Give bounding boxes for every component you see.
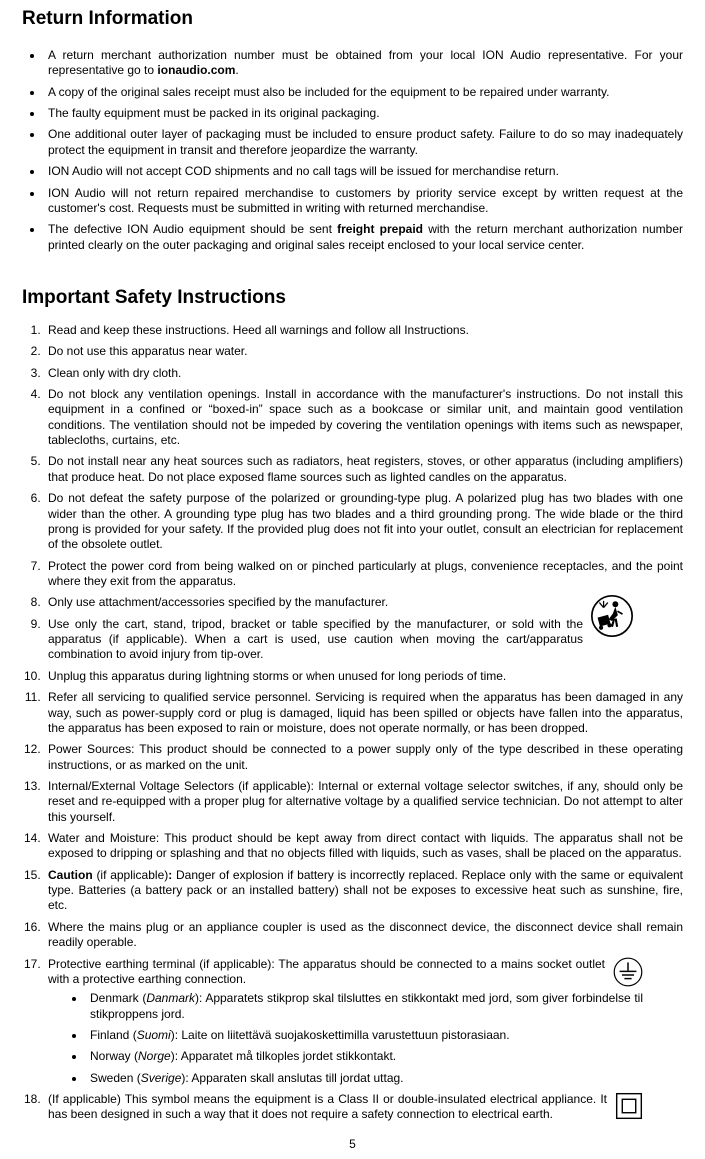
safety-item: Where the mains plug or an appliance cou… (44, 920, 683, 951)
safety-subitem: Norway (Norge): Apparatet må tilkoples j… (86, 1049, 643, 1064)
cart-icon-wrap (591, 595, 633, 641)
safety-item: Refer all servicing to qualified service… (44, 690, 683, 736)
safety-item: Unplug this apparatus during lightning s… (44, 669, 683, 684)
safety-item: Do not block any ventilation openings. I… (44, 387, 683, 448)
return-bullet: A copy of the original sales receipt mus… (44, 85, 683, 100)
return-bullet: ION Audio will not return repaired merch… (44, 186, 683, 217)
cart-tip-icon (591, 595, 633, 637)
ground-icon-wrap (613, 957, 643, 991)
safety-item: Read and keep these instructions. Heed a… (44, 323, 683, 338)
return-list: A return merchant authorization number m… (22, 48, 683, 253)
return-bullet: The faulty equipment must be packed in i… (44, 106, 683, 121)
safety-item: Clean only with dry cloth. (44, 366, 683, 381)
safety-list: Read and keep these instructions. Heed a… (22, 323, 683, 1123)
safety-subitem: Finland (Suomi): Laite on liitettävä suo… (86, 1028, 643, 1043)
safety-item: Do not use this apparatus near water. (44, 344, 683, 359)
safety-item: (If applicable) This symbol means the eq… (44, 1092, 683, 1123)
safety-sublist: Denmark (Danmark): Apparatets stikprop s… (48, 991, 643, 1086)
safety-item: Protective earthing terminal (if applica… (44, 957, 683, 1087)
return-bullet: One additional outer layer of packaging … (44, 127, 683, 158)
safety-item: Power Sources: This product should be co… (44, 742, 683, 773)
page: Return Information A return merchant aut… (0, 0, 705, 1159)
class2-icon-wrap (615, 1092, 643, 1124)
heading-return: Return Information (22, 8, 683, 30)
safety-item: Water and Moisture: This product should … (44, 831, 683, 862)
heading-safety: Important Safety Instructions (22, 287, 683, 309)
safety-item: Internal/External Voltage Selectors (if … (44, 779, 683, 825)
return-bullet: A return merchant authorization number m… (44, 48, 683, 79)
safety-item: Do not install near any heat sources suc… (44, 454, 683, 485)
ground-icon (613, 957, 643, 987)
safety-subitem: Denmark (Danmark): Apparatets stikprop s… (86, 991, 643, 1022)
safety-item: Do not defeat the safety purpose of the … (44, 491, 683, 552)
safety-subitem: Sweden (Sverige): Apparaten skall anslut… (86, 1071, 643, 1086)
safety-item: Protect the power cord from being walked… (44, 559, 683, 590)
safety-item: Use only the cart, stand, tripod, bracke… (44, 617, 683, 663)
return-bullet: ION Audio will not accept COD shipments … (44, 164, 683, 179)
page-number: 5 (0, 1137, 705, 1151)
safety-item: Caution (if applicable): Danger of explo… (44, 868, 683, 914)
safety-item: Only use attachment/accessories specifie… (44, 595, 683, 610)
class2-icon (615, 1092, 643, 1120)
return-bullet: The defective ION Audio equipment should… (44, 222, 683, 253)
